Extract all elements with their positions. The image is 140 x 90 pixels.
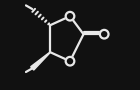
Circle shape: [100, 30, 108, 39]
Circle shape: [66, 12, 74, 21]
Circle shape: [66, 57, 74, 66]
Polygon shape: [31, 52, 50, 70]
